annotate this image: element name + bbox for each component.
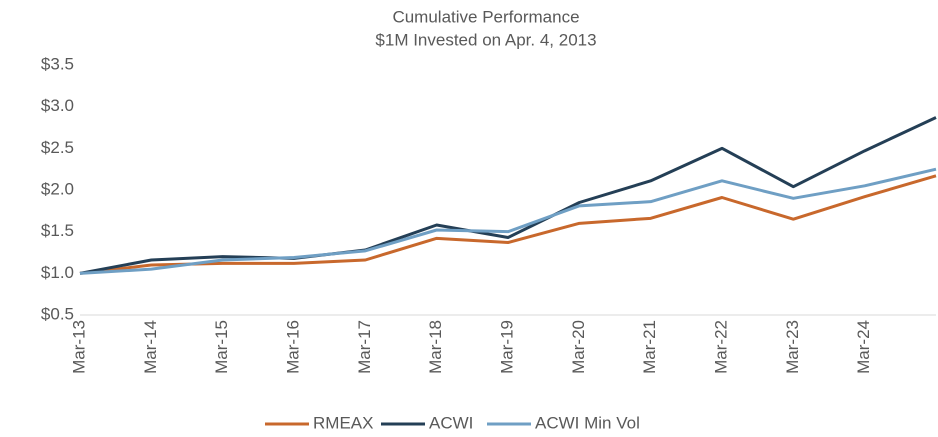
y-tick-label: $2.0 [41, 179, 74, 198]
chart-subtitle: $1M Invested on Apr. 4, 2013 [375, 30, 596, 49]
series-line [79, 174, 937, 275]
y-tick-label: $0.5 [41, 304, 74, 323]
x-tick-label: Mar-23 [783, 320, 802, 374]
x-tick-label: Mar-21 [640, 320, 659, 374]
x-tick-label: Mar-18 [426, 320, 445, 374]
series-line [79, 167, 937, 275]
legend-label: RMEAX [313, 413, 373, 432]
x-tick-label: Mar-17 [355, 320, 374, 374]
x-tick-label: Mar-19 [497, 320, 516, 374]
x-tick-label: Mar-22 [711, 320, 730, 374]
x-tick-label: Mar-16 [283, 320, 302, 374]
y-tick-label: $1.5 [41, 221, 74, 240]
y-tick-label: $2.5 [41, 138, 74, 157]
x-tick-label: Mar-24 [854, 320, 873, 374]
legend-label: ACWI [429, 413, 473, 432]
chart-title: Cumulative Performance [392, 7, 579, 26]
x-tick-label: Mar-14 [141, 320, 160, 374]
y-tick-label: $3.0 [41, 96, 74, 115]
y-tick-label: $1.0 [41, 263, 74, 282]
x-tick-label: Mar-13 [69, 320, 88, 374]
x-tick-label: Mar-15 [212, 320, 231, 374]
y-tick-label: $3.5 [41, 54, 74, 73]
legend-label: ACWI Min Vol [535, 413, 640, 432]
series-line [79, 116, 937, 275]
x-tick-label: Mar-20 [569, 320, 588, 374]
